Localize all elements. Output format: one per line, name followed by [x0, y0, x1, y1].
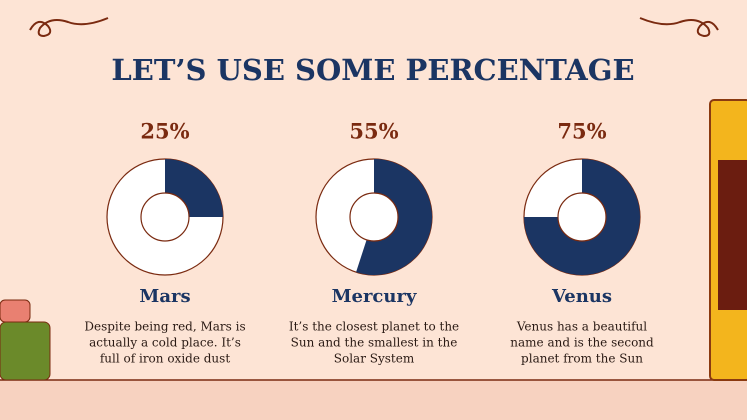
- title: LET’S USE SOME PERCENTAGE: [111, 53, 634, 87]
- planet-name: Mercury: [332, 286, 417, 307]
- swirl: [639, 17, 719, 38]
- description-line: It’s the closest planet to the: [289, 320, 459, 334]
- description-line: full of iron oxide dust: [100, 352, 230, 366]
- description-line: Venus has a beautiful: [516, 320, 647, 334]
- description-line: Despite being red, Mars is: [84, 320, 245, 334]
- donut-hole: [140, 192, 190, 242]
- planet-name: Venus: [551, 286, 612, 307]
- description-line: Solar System: [334, 352, 415, 366]
- book: [0, 321, 51, 381]
- donut-segment: [356, 159, 432, 275]
- donut-hole: [349, 192, 399, 242]
- planet-name: Mars: [139, 286, 190, 307]
- floor: [0, 380, 747, 420]
- ornament: [718, 160, 747, 310]
- donut-hole: [557, 192, 607, 242]
- donut-segment: [165, 159, 223, 217]
- percent-label: 55%: [349, 119, 398, 144]
- percent-label: 75%: [557, 119, 606, 144]
- description-line: name and is the second: [510, 336, 654, 350]
- book: [0, 299, 31, 323]
- swirl: [29, 17, 109, 38]
- description-line: planet from the Sun: [521, 352, 643, 366]
- description-line: Sun and the smallest in the: [291, 336, 458, 350]
- donut-segment: [524, 159, 640, 275]
- description-line: actually a cold place. It’s: [89, 336, 241, 350]
- percent-label: 25%: [140, 119, 189, 144]
